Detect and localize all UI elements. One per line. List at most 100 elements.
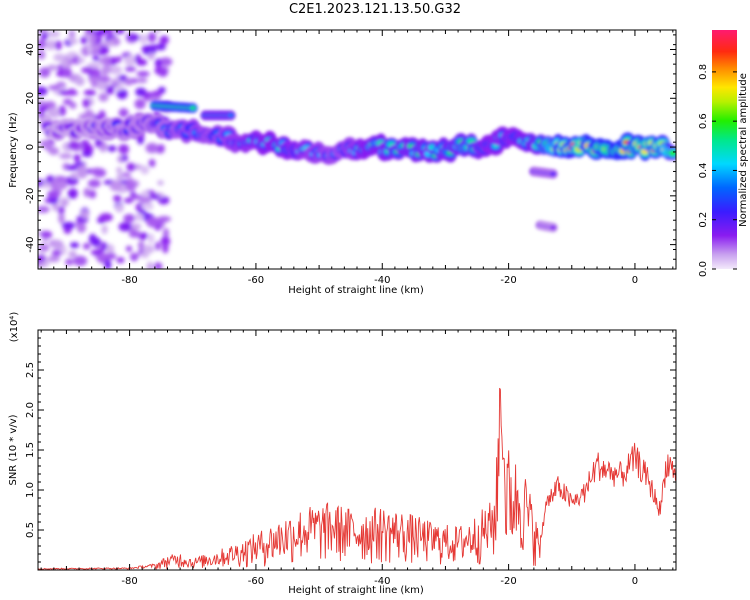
- noise-blob: [121, 154, 128, 162]
- noise-blob: [108, 65, 123, 75]
- y-tick-label: -20: [25, 188, 36, 204]
- noise-blob: [121, 172, 132, 178]
- noise-blob: [104, 55, 112, 67]
- noise-blob: [68, 38, 79, 45]
- noise-blob: [76, 222, 87, 233]
- noise-blob: [118, 144, 130, 155]
- noise-blob: [154, 241, 161, 251]
- noise-blob: [73, 255, 88, 267]
- noise-blob: [159, 57, 173, 67]
- noise-blob: [38, 50, 46, 60]
- noise-blob: [116, 167, 123, 173]
- noise-blob: [115, 56, 122, 63]
- noise-blob: [113, 195, 122, 202]
- noise-blob: [118, 74, 128, 82]
- noise-blob: [90, 33, 97, 44]
- noise-blob: [139, 196, 152, 204]
- colorbar-ticks: 0.0 0.2 0.4 0.6 0.8: [698, 64, 737, 277]
- feature-blob-core: [189, 105, 197, 111]
- noise-blob: [81, 209, 89, 220]
- noise-blob: [65, 164, 80, 171]
- y-tick-label: -40: [25, 236, 36, 252]
- noise-blob: [105, 85, 115, 95]
- noise-blob: [123, 214, 136, 223]
- noise-blob: [136, 77, 148, 84]
- noise-blob: [83, 187, 91, 198]
- feature-blob-core: [227, 113, 235, 118]
- noise-blob: [98, 92, 109, 102]
- noise-blob: [134, 98, 146, 110]
- noise-blob: [38, 38, 46, 49]
- noise-blob: [129, 194, 143, 200]
- noise-blob: [125, 245, 133, 252]
- noise-blob: [162, 228, 170, 239]
- noise-blob: [80, 36, 88, 45]
- feature-blob-core: [549, 225, 557, 230]
- noise-blob: [135, 87, 147, 97]
- noise-blob: [76, 167, 88, 179]
- noise-blob: [123, 197, 134, 204]
- x-tick-label: -60: [248, 576, 264, 587]
- noise-blob: [101, 65, 112, 74]
- noise-blob: [47, 107, 61, 119]
- noise-blob: [140, 165, 150, 175]
- noise-blob: [61, 58, 69, 69]
- noise-blob: [137, 241, 145, 250]
- noise-blob: [62, 67, 72, 78]
- spectrogram-panel: -80 -60 -40 -20 0 -40 -20 0 20 40 Height of stra…: [8, 29, 677, 296]
- noise-blob: [134, 54, 141, 64]
- noise-blob: [113, 85, 125, 91]
- snr-y-ticks: 0.5 1.0 1.5 2.0 2.5: [25, 329, 676, 571]
- noise-blob: [67, 88, 77, 96]
- noise-blob: [52, 202, 59, 212]
- noise-blob: [147, 96, 162, 103]
- noise-blob: [134, 213, 144, 221]
- noise-blob: [92, 30, 106, 37]
- noise-blob: [118, 108, 129, 118]
- noise-blob: [110, 78, 118, 86]
- y-tick-label: 40: [25, 43, 36, 56]
- noise-blob: [81, 66, 95, 74]
- x-tick-label: 0: [632, 275, 638, 286]
- noise-blob: [101, 40, 116, 47]
- noise-blob: [151, 90, 163, 98]
- noise-blob: [73, 154, 81, 162]
- noise-blob: [92, 42, 101, 52]
- noise-blob: [109, 180, 122, 192]
- noise-blob: [47, 190, 59, 198]
- noise-blob: [118, 222, 133, 232]
- colorbar-gradient: [712, 30, 737, 269]
- noise-blob: [47, 30, 61, 38]
- noise-blob: [153, 262, 163, 269]
- noise-blob: [140, 203, 154, 210]
- y-tick-label: 0.5: [25, 522, 36, 538]
- noise-blob: [83, 89, 97, 96]
- heatmap-ridge-layer: [41, 100, 676, 233]
- noise-blob: [131, 223, 142, 230]
- feature-blob-core: [549, 171, 557, 177]
- noise-blob: [91, 237, 101, 247]
- x-tick-label: -80: [121, 275, 137, 286]
- noise-blob: [86, 46, 93, 53]
- noise-blob: [139, 33, 148, 44]
- noise-blob: [92, 168, 107, 178]
- noise-blob: [88, 189, 97, 199]
- noise-blob: [116, 172, 124, 183]
- snr-y-label: SNR (10 * v/v): [8, 414, 19, 485]
- figure-title: C2E1.2023.121.13.50.G32: [288, 2, 462, 17]
- noise-blob: [64, 258, 74, 266]
- noise-blob: [116, 257, 125, 264]
- noise-blob: [148, 159, 156, 168]
- noise-blob: [69, 242, 80, 249]
- noise-blob: [38, 106, 48, 112]
- colorbar-label: Normalized spectral amplitude: [738, 73, 749, 227]
- spectrogram-y-label: Frequency (Hz): [8, 112, 19, 188]
- noise-blob: [62, 98, 73, 106]
- x-tick-label: -40: [374, 576, 390, 587]
- noise-blob: [38, 254, 46, 263]
- noise-blob: [162, 242, 169, 254]
- colorbar-tick-label: 0.8: [698, 64, 709, 80]
- noise-blob: [99, 144, 109, 150]
- noise-blob: [96, 80, 110, 91]
